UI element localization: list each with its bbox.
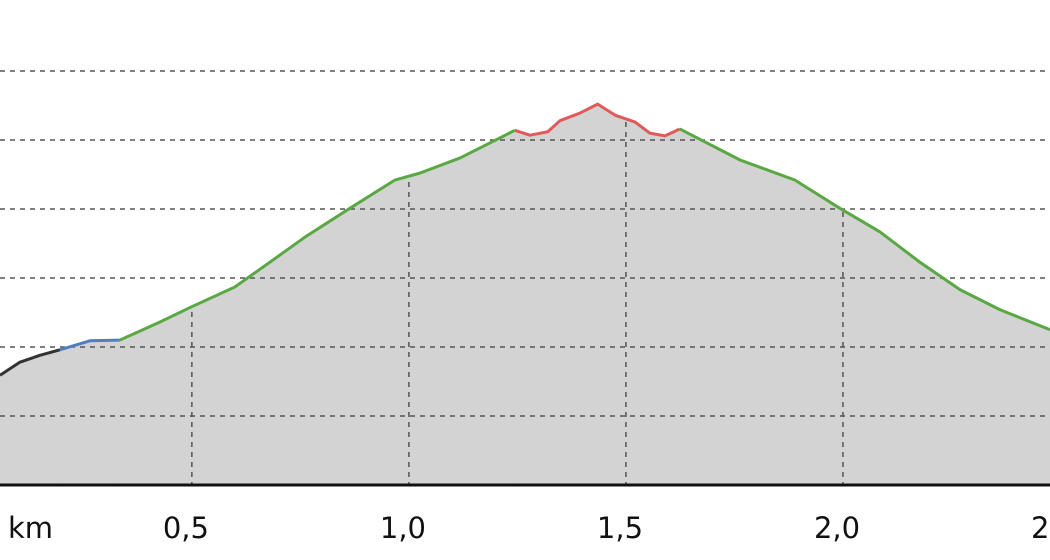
profile-line bbox=[0, 348, 61, 377]
area-fill bbox=[59, 339, 121, 486]
x-tick-label: 1,0 bbox=[380, 511, 426, 545]
area-fill bbox=[119, 129, 516, 486]
x-tick-label: 0,5 bbox=[163, 511, 209, 545]
x-axis-label: km bbox=[8, 511, 53, 545]
x-tick-label: 2 bbox=[1031, 511, 1049, 545]
profile-line bbox=[59, 338, 120, 352]
profile-line bbox=[514, 102, 681, 138]
x-tick-label: 2,0 bbox=[814, 511, 860, 545]
profile-line bbox=[119, 129, 516, 342]
x-tick-label: 1,5 bbox=[597, 511, 643, 545]
area-fill bbox=[514, 103, 681, 486]
profile-line bbox=[679, 127, 1050, 332]
